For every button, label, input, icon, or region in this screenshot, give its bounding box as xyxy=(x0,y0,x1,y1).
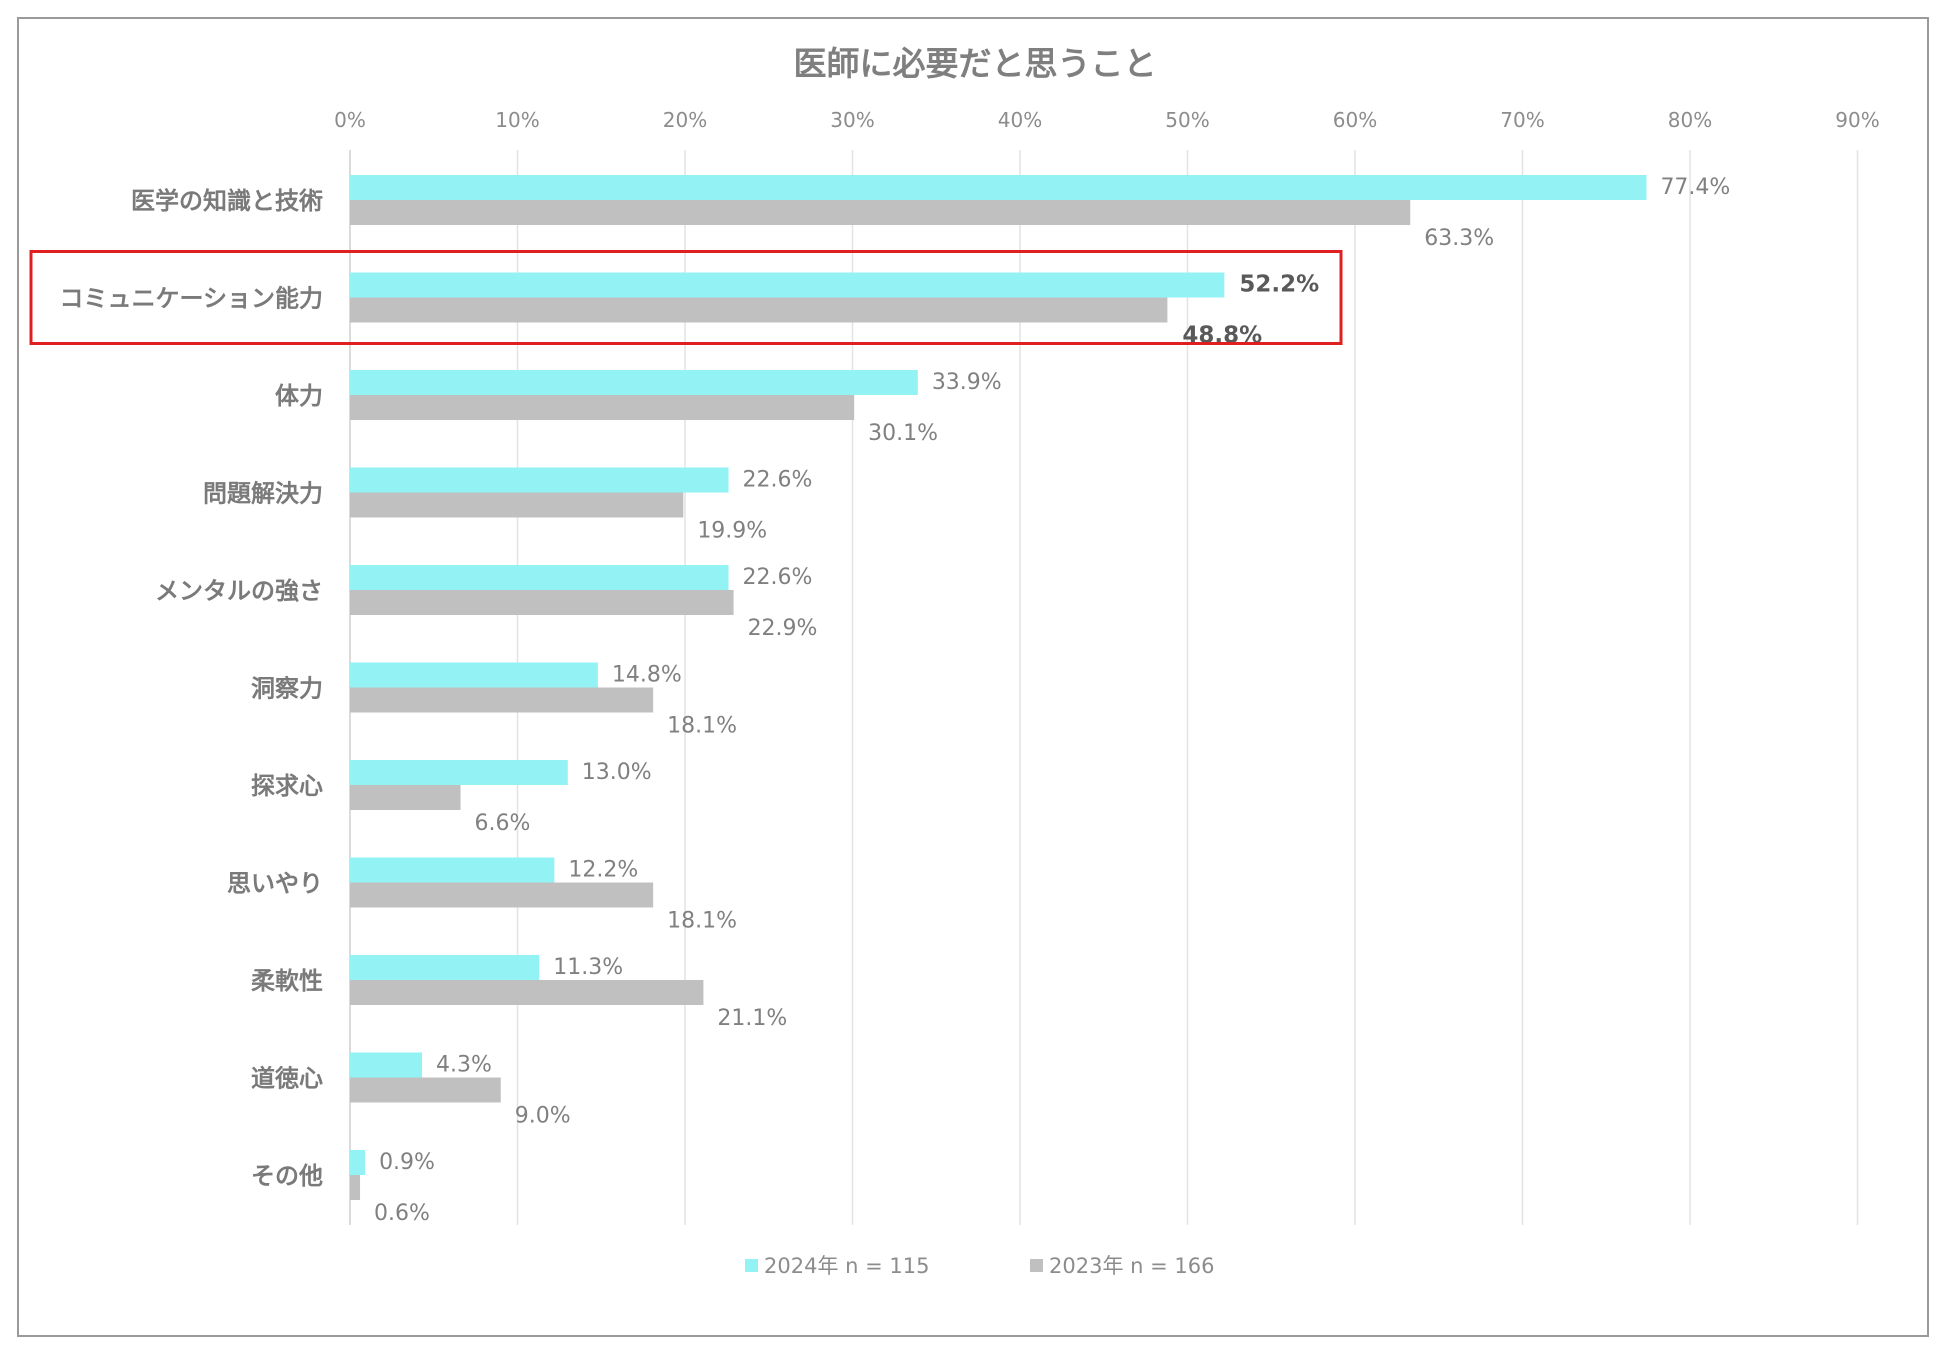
data-label: 22.6% xyxy=(743,468,813,493)
highlight-rect xyxy=(29,250,1343,345)
category-label: 洞察力 xyxy=(251,675,323,703)
gridlines xyxy=(349,150,1859,1225)
bar-2023 xyxy=(350,297,1168,323)
category-label: 医学の知識と技術 xyxy=(131,187,323,215)
legend-label: 2024年 n = 115 xyxy=(764,1254,929,1278)
data-label: 0.6% xyxy=(374,1201,430,1226)
category-label: 柔軟性 xyxy=(251,967,323,995)
bar-2023 xyxy=(350,882,654,908)
bar-2024 xyxy=(350,1150,366,1175)
data-label: 12.2% xyxy=(568,858,638,883)
data-label: 30.1% xyxy=(868,421,938,446)
x-tick-label: 70% xyxy=(1500,108,1544,132)
bar-2023 xyxy=(350,687,654,713)
data-label: 13.0% xyxy=(582,760,652,785)
data-label: 9.0% xyxy=(515,1104,571,1129)
x-tick-label: 90% xyxy=(1835,108,1879,132)
category-label: 問題解決力 xyxy=(203,480,323,508)
x-axis-ticks: 0% 10% 20% 30% 40% 50% 60% 70% 80% 90% xyxy=(334,108,1880,132)
data-label: 4.3% xyxy=(436,1053,492,1078)
data-label: 19.9% xyxy=(697,519,767,544)
x-tick-label: 30% xyxy=(830,108,874,132)
bar-2023 xyxy=(350,785,461,810)
data-label: 63.3% xyxy=(1424,226,1494,251)
data-label: 21.1% xyxy=(717,1006,787,1031)
bar-2023 xyxy=(350,980,704,1005)
x-tick-label: 10% xyxy=(495,108,539,132)
bar-2024 xyxy=(350,175,1647,200)
chart-frame xyxy=(17,17,1929,1337)
category-label: 探求心 xyxy=(251,772,323,800)
category-label: コミュニケーション能力 xyxy=(59,285,323,313)
bar-2023 xyxy=(350,492,684,518)
bar-2023 xyxy=(350,590,734,615)
bar-2023 xyxy=(350,1077,501,1103)
data-label: 11.3% xyxy=(553,955,623,980)
bar-2024 xyxy=(350,760,568,785)
legend-swatch xyxy=(1030,1259,1043,1272)
bar-2024 xyxy=(350,662,598,688)
category-label: 体力 xyxy=(275,382,323,410)
x-tick-label: 60% xyxy=(1333,108,1377,132)
x-tick-label: 20% xyxy=(663,108,707,132)
data-label: 77.4% xyxy=(1660,175,1730,200)
bar-2023 xyxy=(350,395,855,420)
bar-2024 xyxy=(350,370,918,395)
highlight-box xyxy=(29,250,1343,345)
legend: 2024年 n = 115 2023年 n = 166 xyxy=(745,1254,1214,1278)
bar-2023 xyxy=(350,1175,361,1200)
data-labels: 77.4%63.3%52.2%48.8%33.9%30.1%22.6%19.9%… xyxy=(374,175,1730,1226)
data-label: 14.8% xyxy=(612,663,682,688)
bar-2024 xyxy=(350,857,555,883)
category-labels: 医学の知識と技術コミュニケーション能力体力問題解決力メンタルの強さ洞察力探求心思… xyxy=(59,187,323,1190)
bar-2024 xyxy=(350,955,540,980)
data-label: 0.9% xyxy=(379,1150,435,1175)
data-label: 33.9% xyxy=(932,370,1002,395)
x-tick-label: 50% xyxy=(1165,108,1209,132)
data-label: 22.6% xyxy=(743,565,813,590)
chart-title: 医師に必要だと思うこと xyxy=(794,44,1157,83)
bars xyxy=(350,175,1647,1200)
data-label: 6.6% xyxy=(475,811,531,836)
category-label: メンタルの強さ xyxy=(155,577,323,605)
data-label: 52.2% xyxy=(1239,272,1319,298)
legend-swatch xyxy=(745,1259,758,1272)
bar-2023 xyxy=(350,200,1411,225)
category-label: 道徳心 xyxy=(251,1065,323,1093)
bar-2024 xyxy=(350,565,729,590)
bar-2024 xyxy=(350,272,1225,298)
category-label: その他 xyxy=(251,1162,323,1190)
bar-2024 xyxy=(350,1052,423,1078)
x-tick-label: 0% xyxy=(334,108,366,132)
data-label: 18.1% xyxy=(667,714,737,739)
category-label: 思いやり xyxy=(227,870,323,898)
data-label: 22.9% xyxy=(748,616,818,641)
legend-label: 2023年 n = 166 xyxy=(1049,1254,1214,1278)
bar-2024 xyxy=(350,467,729,493)
x-tick-label: 40% xyxy=(998,108,1042,132)
data-label: 18.1% xyxy=(667,909,737,934)
x-tick-label: 80% xyxy=(1668,108,1712,132)
